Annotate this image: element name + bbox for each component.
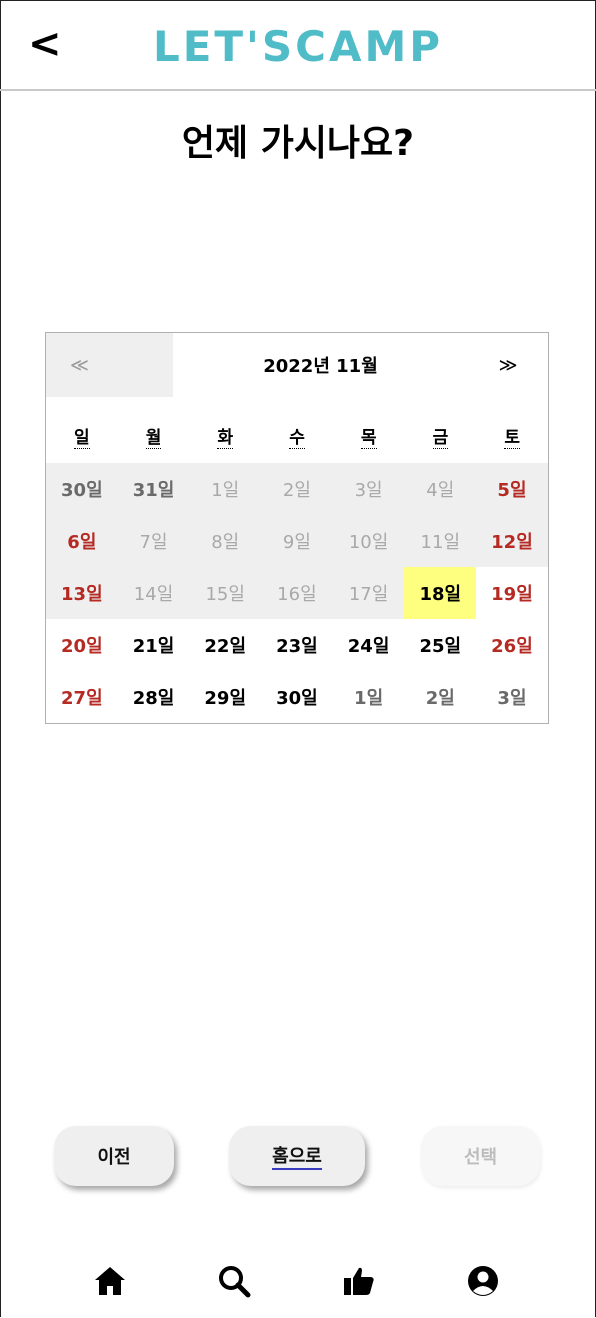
weekday-header: 일 월 화 수 목 금 토: [46, 423, 548, 463]
calendar-week: 13일 14일 15일 16일 17일 18일 19일: [46, 567, 548, 619]
calendar-day[interactable]: 13일: [46, 567, 118, 619]
calendar-day[interactable]: 8일: [189, 515, 262, 567]
calendar-week: 6일 7일 8일 9일 10일 11일 12일: [46, 515, 548, 567]
calendar-day[interactable]: 23일: [276, 636, 318, 657]
calendar-day[interactable]: 20일: [61, 636, 103, 657]
calendar-day[interactable]: 24일: [347, 636, 390, 657]
header: < LET'SCAMP: [0, 0, 596, 91]
calendar-grid: 30일 31일 1일 2일 3일 4일 5일 6일 7일 8일 9일 10일 1…: [46, 463, 548, 723]
weekday-sat: 토: [504, 428, 520, 449]
home-icon[interactable]: [90, 1258, 130, 1304]
calendar-day[interactable]: 21일: [132, 636, 175, 657]
calendar-day[interactable]: 16일: [261, 567, 333, 619]
calendar-day[interactable]: 2일: [425, 688, 455, 709]
weekday-tue: 화: [217, 428, 234, 449]
calendar-day[interactable]: 30일: [46, 463, 118, 515]
thumbs-up-icon[interactable]: [339, 1258, 379, 1304]
calendar-day[interactable]: 28일: [132, 688, 175, 709]
app-logo: LET'SCAMP: [152, 22, 444, 71]
calendar-day[interactable]: 10일: [332, 515, 405, 567]
calendar-day[interactable]: 5일: [476, 463, 548, 515]
calendar-day[interactable]: 30일: [276, 688, 318, 709]
prev-button[interactable]: 이전: [54, 1126, 174, 1186]
weekday-thu: 목: [360, 428, 377, 449]
month-label[interactable]: 2022년 11월: [263, 356, 378, 377]
calendar-day[interactable]: 6일: [46, 515, 118, 567]
calendar-day[interactable]: 29일: [204, 688, 247, 709]
calendar-day[interactable]: 15일: [189, 567, 262, 619]
calendar-day[interactable]: 11일: [404, 515, 477, 567]
calendar-day[interactable]: 17일: [332, 567, 405, 619]
calendar-week: 20일 21일 22일 23일 24일 25일 26일: [46, 619, 548, 671]
home-button[interactable]: 홈으로: [229, 1126, 365, 1186]
prev-month-button[interactable]: ≪: [46, 333, 173, 397]
calendar: ≪ 2022년 11월 ≫ 일 월 화 수 목 금 토 30일 31일 1일 2…: [45, 332, 549, 724]
search-icon[interactable]: [214, 1258, 254, 1304]
calendar-day[interactable]: 1일: [189, 463, 262, 515]
calendar-week: 30일 31일 1일 2일 3일 4일 5일: [46, 463, 548, 515]
weekday-mon: 월: [145, 428, 162, 449]
calendar-day[interactable]: 9일: [261, 515, 333, 567]
calendar-day[interactable]: 4일: [404, 463, 477, 515]
calendar-day[interactable]: 1일: [354, 688, 384, 709]
weekday-fri: 금: [432, 428, 449, 449]
page-title: 언제 가시나요?: [181, 123, 415, 164]
calendar-day[interactable]: 27일: [61, 688, 103, 709]
calendar-navigation: ≪ 2022년 11월 ≫: [46, 333, 548, 397]
calendar-day[interactable]: 22일: [204, 636, 247, 657]
calendar-day[interactable]: 19일: [491, 584, 533, 605]
next-month-button[interactable]: ≫: [498, 354, 518, 376]
calendar-day[interactable]: 3일: [497, 688, 527, 709]
weekday-wed: 수: [289, 428, 305, 449]
calendar-day[interactable]: 12일: [476, 515, 548, 567]
profile-icon[interactable]: [463, 1258, 503, 1304]
calendar-day[interactable]: 7일: [117, 515, 190, 567]
calendar-day-selected[interactable]: 18일: [404, 567, 477, 619]
calendar-day[interactable]: 14일: [117, 567, 190, 619]
weekday-sun: 일: [74, 428, 90, 449]
select-button[interactable]: 선택: [421, 1126, 540, 1186]
home-button-label: 홈으로: [272, 1142, 322, 1170]
calendar-week: 27일 28일 29일 30일 1일 2일 3일: [46, 671, 548, 723]
calendar-day[interactable]: 3일: [332, 463, 405, 515]
calendar-day[interactable]: 2일: [261, 463, 333, 515]
back-button[interactable]: <: [28, 21, 62, 67]
bottom-navigation: [0, 1258, 596, 1308]
calendar-day[interactable]: 31일: [117, 463, 190, 515]
calendar-day[interactable]: 26일: [491, 636, 533, 657]
calendar-day[interactable]: 25일: [419, 636, 462, 657]
